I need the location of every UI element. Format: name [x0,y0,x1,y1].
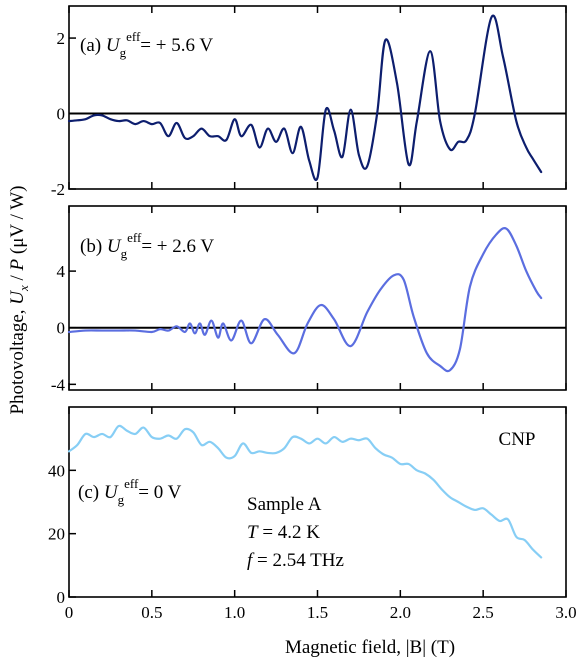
panel-b-y-tick-label: 0 [57,319,66,338]
panel-a-y-tick-label: -2 [51,180,65,199]
panel-b-series-line [67,227,543,373]
panel-a-y-tick-label: 0 [57,105,66,124]
panel-b-label: (b) Ugeff= + 2.6 V [80,230,214,261]
panel-b-y-tick-label: -4 [51,375,66,394]
panel-b-x-ticks [68,206,567,390]
panel-c-label: (c) Ugeff= 0 V [78,476,182,507]
x-tick-label: 3.0 [555,603,576,622]
panel-c: 40 20 0 CNP (c) Ugeff= 0 V Sample A T = 4.… [48,406,567,607]
panel-b-y-tick-label: 4 [57,262,66,281]
sample-label: Sample A [247,494,322,515]
panel-a: 2 0 -2 (a) Ugeff= + 5.6 V [51,5,567,199]
y-axis-title: Photovoltage, Ux / P (μV / W) [7,185,31,414]
panel-c-series-line [67,424,543,559]
x-tick-label: 2.0 [390,603,411,622]
x-tick-label: 2.5 [473,603,494,622]
panel-c-y-tick-label: 0 [57,588,66,607]
x-tick-labels: 0 0.5 1.0 1.5 2.0 2.5 3.0 [65,603,577,622]
frequency-label: f = 2.54 THz [247,550,344,571]
x-tick-label: 0.5 [141,603,162,622]
temperature-label: T = 4.2 K [247,522,320,543]
panel-a-series-line [67,14,543,181]
panel-b: 4 0 -4 (b) Ugeff= + 2.6 V [51,205,567,394]
panel-a-frame [68,5,567,190]
panel-c-y-tick-label: 20 [48,525,65,544]
panel-a-x-ticks [68,6,567,189]
x-tick-label: 0 [65,603,74,622]
panel-c-y-tick-label: 40 [48,461,65,480]
panel-a-label: (a) Ugeff= + 5.6 V [80,29,213,60]
x-tick-label: 1.0 [224,603,245,622]
panel-a-y-tick-label: 2 [57,29,66,48]
panel-c-x-ticks [68,407,567,597]
panel-b-frame [68,205,567,391]
x-tick-label: 1.5 [307,603,328,622]
x-axis-title: Magnetic field, |B| (T) [285,637,455,658]
panel-c-y-ticks: 40 20 0 [48,461,76,607]
panel-c-corner-label: CNP [499,429,536,450]
panel-a-y-ticks: 2 0 -2 [51,29,76,199]
panel-b-y-ticks: 4 0 -4 [51,262,76,394]
